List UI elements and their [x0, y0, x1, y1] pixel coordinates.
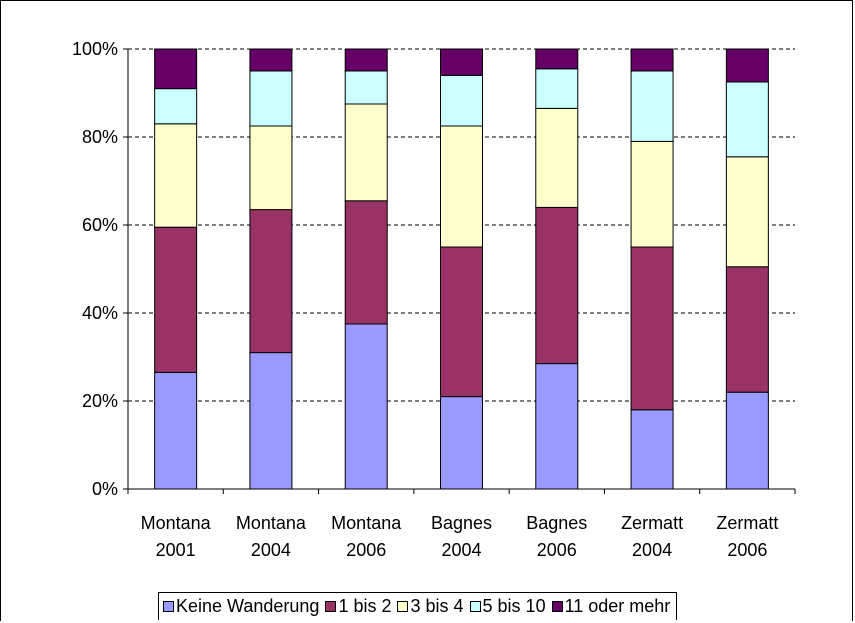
- bar-segment: [630, 70, 674, 142]
- bar-segment: [154, 371, 198, 490]
- x-tick-label: 2006: [346, 540, 386, 560]
- legend: Keine Wanderung 1 bis 2 3 bis 4 5 bis 10 11 …: [158, 592, 678, 620]
- bar-segment: [440, 246, 483, 398]
- legend-swatch: [551, 601, 563, 612]
- bar-segment: [344, 200, 388, 325]
- bar-segment: [154, 88, 198, 125]
- bar-segment: [440, 125, 483, 248]
- legend-item: 3 bis 4: [397, 596, 464, 617]
- x-tick-label: 2004: [632, 540, 672, 560]
- legend-swatch: [163, 601, 174, 612]
- bar-segment: [344, 70, 388, 105]
- x-tick-label: 2006: [537, 540, 577, 560]
- x-tick-label: Montana: [141, 513, 212, 533]
- bar-segment: [440, 74, 483, 127]
- bar-segment: [630, 48, 674, 72]
- legend-item: 11 oder mehr: [551, 596, 671, 617]
- bar-segment: [249, 48, 293, 72]
- legend-label: 1 bis 2: [338, 596, 392, 616]
- x-tick-label: Montana: [331, 513, 402, 533]
- x-tick-label: Montana: [236, 513, 307, 533]
- legend-item: 1 bis 2: [325, 596, 391, 617]
- x-tick-label: 2001: [156, 540, 196, 560]
- legend-label: 3 bis 4: [410, 596, 464, 616]
- legend-item: Keine Wanderung: [163, 596, 319, 617]
- y-tick-label: 0%: [92, 479, 118, 499]
- x-tick-label: Bagnes: [431, 513, 492, 533]
- y-tick-label: 40%: [82, 303, 118, 323]
- y-tick-label: 80%: [82, 127, 118, 147]
- x-tick-label: Bagnes: [526, 513, 587, 533]
- legend-item: 5 bis 10: [469, 596, 546, 617]
- bar-segment: [249, 125, 293, 211]
- bar-segment: [725, 81, 769, 158]
- bar-segment: [725, 48, 769, 83]
- bar-segment: [249, 209, 293, 354]
- y-tick-label: 60%: [82, 215, 118, 235]
- bar-segment: [344, 323, 388, 490]
- bar-segment: [630, 246, 674, 411]
- x-tick-label: Zermatt: [716, 513, 778, 533]
- bar-segment: [535, 107, 579, 208]
- bar-segment: [344, 48, 388, 72]
- bar-segment: [249, 352, 293, 490]
- legend-swatch: [397, 601, 409, 612]
- x-tick-label: 2004: [251, 540, 291, 560]
- legend-label: Keine Wanderung: [176, 596, 320, 616]
- bar-segment: [535, 68, 579, 109]
- bar-segment: [725, 391, 769, 490]
- legend-label: 11 oder mehr: [564, 596, 671, 616]
- x-tick-label: Zermatt: [621, 513, 683, 533]
- bar-segment: [344, 103, 388, 202]
- bar-segment: [535, 48, 579, 70]
- bar-segment: [249, 70, 293, 127]
- bar-segment: [630, 409, 674, 490]
- bar-segment: [725, 266, 769, 393]
- y-tick-label: 20%: [82, 391, 118, 411]
- bar-segment: [154, 226, 198, 373]
- x-tick-label: 2006: [727, 540, 767, 560]
- bar-segment: [440, 48, 483, 76]
- bar-segment: [154, 123, 198, 228]
- bar-segment: [535, 363, 579, 490]
- legend-swatch: [469, 601, 481, 612]
- x-tick-label: 2004: [441, 540, 481, 560]
- y-tick-label: 100%: [72, 39, 118, 59]
- bar-segment: [630, 140, 674, 248]
- bar-segment: [440, 396, 483, 490]
- bar-segment: [154, 48, 198, 90]
- bar-segment: [535, 206, 579, 365]
- bar-segment: [725, 156, 769, 268]
- legend-swatch: [325, 601, 337, 612]
- legend-label: 5 bis 10: [482, 596, 546, 616]
